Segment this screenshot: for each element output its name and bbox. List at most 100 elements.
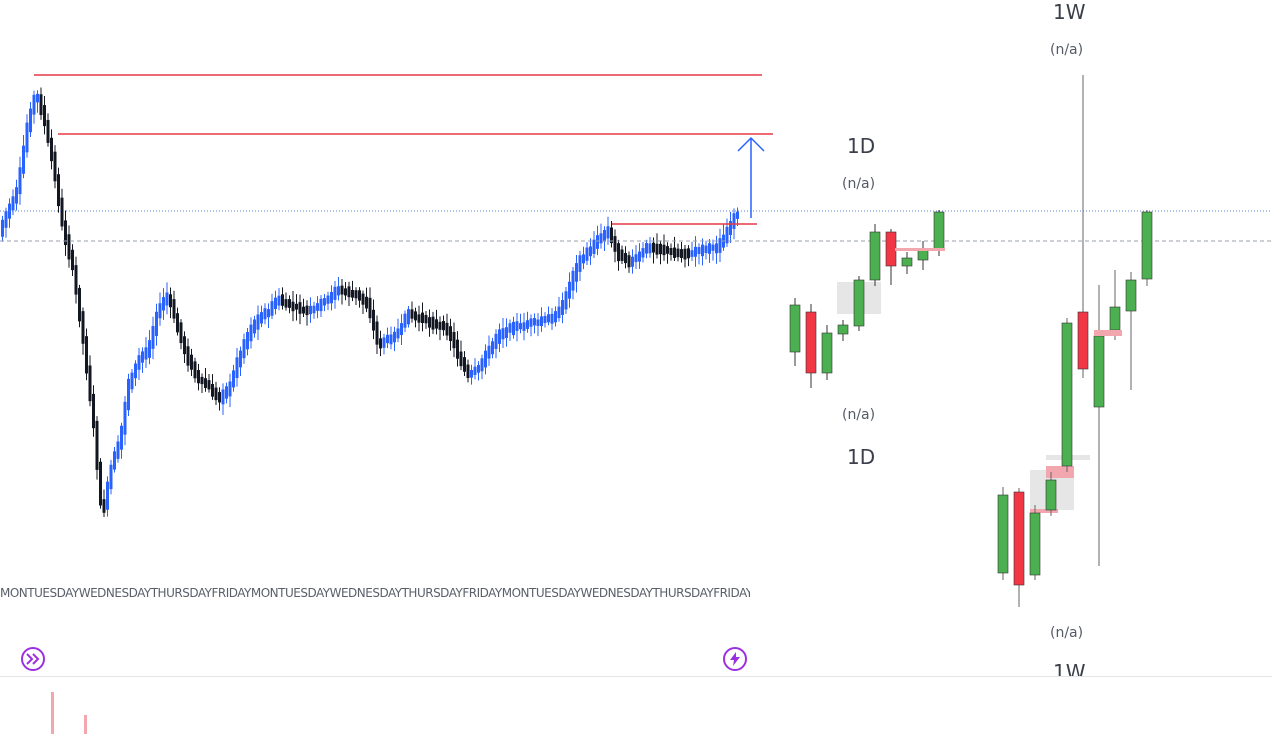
price-candle (155, 303, 158, 346)
price-candle (316, 296, 319, 319)
price-candle (358, 287, 361, 308)
price-candle (302, 298, 305, 317)
price-candle (242, 333, 246, 364)
price-candle (617, 239, 620, 271)
price-candle (662, 234, 666, 261)
price-candle (414, 307, 417, 328)
price-candle (578, 250, 582, 281)
zone-box (1030, 509, 1058, 513)
price-candle (123, 396, 127, 446)
price-candle (246, 328, 249, 356)
price-candle (319, 295, 323, 317)
pane-divider[interactable] (0, 676, 1272, 677)
price-candle (526, 311, 529, 333)
price-candle (228, 373, 232, 408)
price-candle (725, 218, 729, 247)
price-candle (53, 145, 57, 189)
price-candle (704, 240, 708, 260)
price-candle (729, 211, 732, 244)
price-candle (470, 364, 473, 385)
price-candle (638, 243, 641, 269)
price-candle (57, 167, 60, 213)
price-candle (270, 293, 274, 320)
price-candle (431, 311, 435, 334)
price-candle (127, 373, 130, 417)
price-candle (102, 489, 106, 517)
price-candle (11, 189, 15, 216)
weekly-candle (1061, 318, 1073, 472)
price-candle (43, 96, 46, 135)
price-candle (162, 288, 165, 320)
price-candle (421, 302, 424, 332)
price-candle (214, 381, 218, 405)
lightning-icon[interactable] (723, 647, 747, 671)
price-candle (172, 290, 176, 323)
price-candle (585, 242, 589, 266)
price-candle (60, 188, 64, 231)
price-candle (480, 354, 484, 380)
weekly-candle (1125, 272, 1137, 390)
price-candle (288, 295, 291, 314)
price-candle (711, 239, 715, 261)
price-candle (186, 338, 190, 372)
price-candle (676, 243, 680, 262)
price-candle (648, 236, 652, 258)
price-candle (200, 373, 204, 394)
price-candle (137, 347, 141, 381)
price-candle (424, 310, 428, 329)
target-arrow-icon[interactable] (737, 136, 765, 218)
price-candle (274, 290, 277, 315)
price-candle (183, 331, 186, 364)
price-candle (50, 129, 53, 170)
price-candle (487, 335, 491, 366)
price-candle (736, 207, 739, 226)
price-candle (400, 314, 403, 346)
price-candle (148, 330, 151, 365)
price-candle (669, 243, 673, 261)
price-candle (22, 134, 25, 179)
price-candle (309, 297, 312, 323)
price-candle (589, 238, 592, 265)
fast-forward-icon[interactable] (21, 647, 45, 671)
price-candle (15, 179, 18, 211)
price-candle (134, 360, 137, 387)
price-candle (494, 329, 498, 359)
price-candle (498, 323, 501, 353)
price-candle (634, 245, 638, 269)
price-candle (67, 225, 71, 268)
time-axis-labels: MONTUESDAYWEDNESDAYTHURSDAYFRIDAYMONTUES… (0, 586, 750, 600)
price-candle (522, 312, 526, 341)
price-candle (256, 305, 260, 341)
price-candle (176, 307, 179, 336)
price-candle (438, 316, 442, 341)
price-candle (715, 235, 718, 264)
price-candle (620, 245, 624, 265)
price-candle (683, 245, 687, 268)
price-candle (610, 220, 613, 248)
price-candle (375, 315, 379, 354)
price-candle (330, 285, 333, 311)
price-candle (407, 306, 410, 328)
price-candle (540, 307, 543, 332)
price-candle (351, 280, 354, 302)
price-candle (708, 239, 711, 263)
price-candle (253, 315, 256, 338)
price-candle (606, 216, 610, 245)
price-candle (225, 382, 228, 404)
main-price-candles (1, 87, 739, 517)
price-candle (344, 282, 347, 301)
price-candle (95, 416, 99, 480)
price-candle (410, 301, 414, 323)
price-candle (291, 291, 295, 322)
weekly-candle (1077, 75, 1089, 378)
price-candle (18, 156, 22, 205)
price-candle (613, 229, 617, 263)
price-candle (396, 318, 400, 343)
price-candle (284, 292, 288, 311)
price-candle (491, 337, 494, 359)
price-candle (508, 319, 512, 341)
price-candle (687, 245, 690, 267)
price-candle (666, 242, 669, 264)
price-candle (340, 278, 344, 305)
